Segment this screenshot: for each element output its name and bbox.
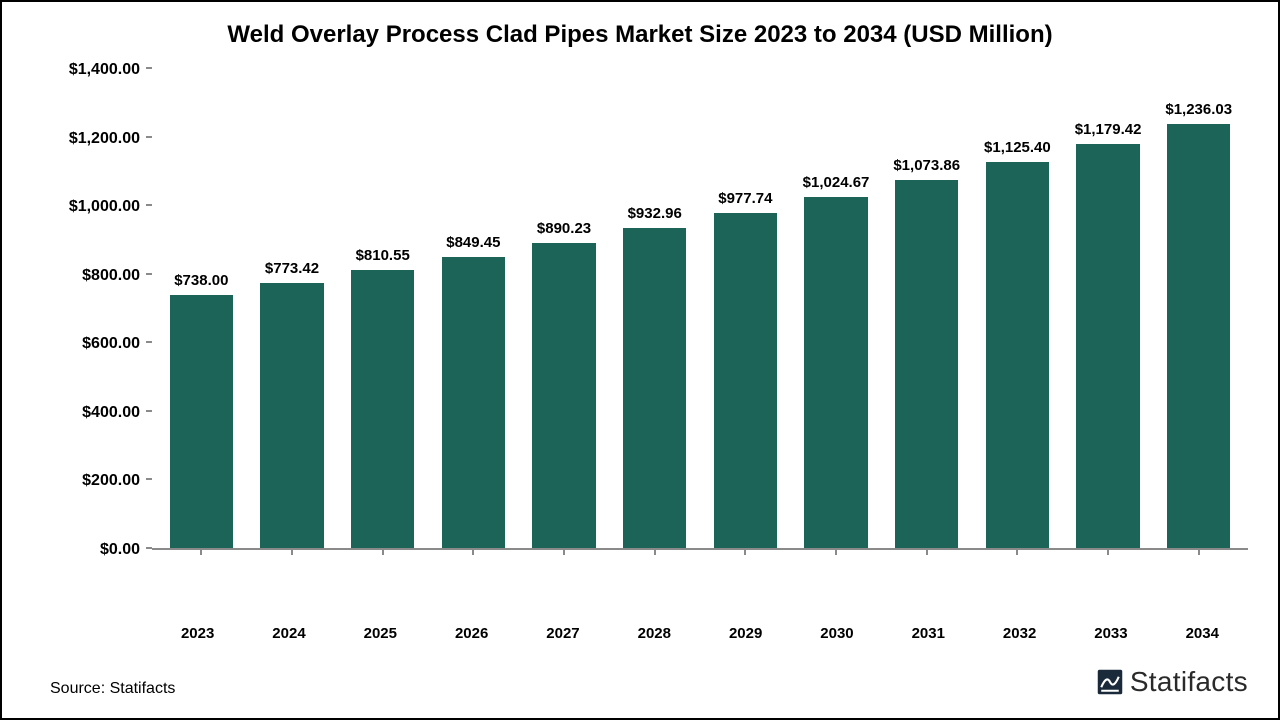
- plot-area: $738.00 $773.42 $810.55 $849.45 $890.23 $932.…: [152, 70, 1248, 550]
- y-tick-label: $1,000.00: [69, 198, 140, 216]
- bar: [260, 283, 323, 548]
- y-tick-label: $0.00: [100, 541, 140, 559]
- bar: [804, 197, 867, 548]
- x-axis-label: 2027: [517, 625, 608, 642]
- footer: Source: Statifacts Statifacts: [2, 642, 1278, 718]
- x-axis-label: 2023: [152, 625, 243, 642]
- chart-area: $0.00 $200.00 $400.00 $600.00 $800.00 $1,000.…: [2, 50, 1278, 619]
- x-axis-labels: 2023202420252026202720282029203020312032…: [2, 619, 1278, 642]
- y-tick-mark: [146, 204, 152, 206]
- x-tick-mark: [926, 548, 928, 555]
- bar-slot: $1,125.40: [972, 139, 1063, 548]
- x-axis-label: 2026: [426, 625, 517, 642]
- bar: [442, 257, 505, 548]
- x-tick-mark: [744, 548, 746, 555]
- bar-value-label: $1,179.42: [1075, 121, 1142, 138]
- bar: [170, 295, 233, 548]
- bar: [1167, 124, 1230, 548]
- bar: [895, 180, 958, 548]
- bar-slot: $1,236.03: [1153, 101, 1244, 548]
- x-axis-label: 2030: [791, 625, 882, 642]
- bar-value-label: $1,236.03: [1165, 101, 1232, 118]
- bar-slot: $1,179.42: [1063, 121, 1154, 548]
- x-axis-label: 2029: [700, 625, 791, 642]
- bar: [351, 270, 414, 548]
- y-tick-label: $1,200.00: [69, 130, 140, 148]
- bar-slot: $810.55: [337, 247, 428, 548]
- x-axis-label: 2031: [883, 625, 974, 642]
- x-axis-label: 2028: [609, 625, 700, 642]
- y-axis: $0.00$200.00$400.00$600.00$800.00$1,000.…: [2, 70, 152, 550]
- bar: [623, 228, 686, 548]
- y-tick-mark: [146, 547, 152, 549]
- y-tick-mark: [146, 410, 152, 412]
- y-tick-label: $1,400.00: [69, 61, 140, 79]
- brand-mark-icon: [1096, 668, 1124, 696]
- y-tick-mark: [146, 67, 152, 69]
- x-axis-label: 2032: [974, 625, 1065, 642]
- bar-slot: $932.96: [609, 205, 700, 548]
- bar-slot: $773.42: [247, 260, 338, 548]
- bar-slot: $1,073.86: [881, 157, 972, 548]
- bar-value-label: $849.45: [446, 234, 500, 251]
- bar-value-label: $1,125.40: [984, 139, 1051, 156]
- bar-slot: $849.45: [428, 234, 519, 548]
- bar-slot: $977.74: [700, 190, 791, 548]
- bar-value-label: $890.23: [537, 220, 591, 237]
- bar-value-label: $932.96: [628, 205, 682, 222]
- x-tick-mark: [200, 548, 202, 555]
- y-tick-label: $200.00: [82, 472, 140, 490]
- bar-value-label: $773.42: [265, 260, 319, 277]
- y-tick-mark: [146, 478, 152, 480]
- x-tick-mark: [1198, 548, 1200, 555]
- bar-value-label: $977.74: [718, 190, 772, 207]
- y-tick-label: $400.00: [82, 404, 140, 422]
- bar-value-label: $1,024.67: [803, 174, 870, 191]
- y-tick-mark: [146, 341, 152, 343]
- x-tick-mark: [835, 548, 837, 555]
- chart-title: Weld Overlay Process Clad Pipes Market S…: [2, 2, 1278, 50]
- bars-container: $738.00 $773.42 $810.55 $849.45 $890.23 $932.…: [152, 70, 1248, 548]
- bar: [986, 162, 1049, 548]
- y-tick-label: $600.00: [82, 335, 140, 353]
- bar-slot: $738.00: [156, 272, 247, 548]
- x-tick-mark: [563, 548, 565, 555]
- bar: [1076, 144, 1139, 548]
- bar-slot: $890.23: [519, 220, 610, 548]
- bar: [532, 243, 595, 548]
- bar-value-label: $738.00: [174, 272, 228, 289]
- y-tick-label: $800.00: [82, 267, 140, 285]
- x-tick-mark: [382, 548, 384, 555]
- bar-slot: $1,024.67: [791, 174, 882, 548]
- bar: [714, 213, 777, 548]
- x-axis-label: 2025: [335, 625, 426, 642]
- x-tick-mark: [1016, 548, 1018, 555]
- x-axis-label: 2024: [243, 625, 334, 642]
- x-tick-mark: [472, 548, 474, 555]
- bar-value-label: $1,073.86: [893, 157, 960, 174]
- chart-frame: Weld Overlay Process Clad Pipes Market S…: [0, 0, 1280, 720]
- y-tick-mark: [146, 136, 152, 138]
- bar-value-label: $810.55: [356, 247, 410, 264]
- x-tick-mark: [654, 548, 656, 555]
- x-axis-label: 2033: [1065, 625, 1156, 642]
- y-tick-mark: [146, 273, 152, 275]
- brand-logo: Statifacts: [1096, 666, 1248, 698]
- x-tick-mark: [291, 548, 293, 555]
- x-axis-label: 2034: [1157, 625, 1248, 642]
- x-tick-mark: [1107, 548, 1109, 555]
- brand-name: Statifacts: [1130, 666, 1248, 698]
- source-text: Source: Statifacts: [50, 680, 175, 698]
